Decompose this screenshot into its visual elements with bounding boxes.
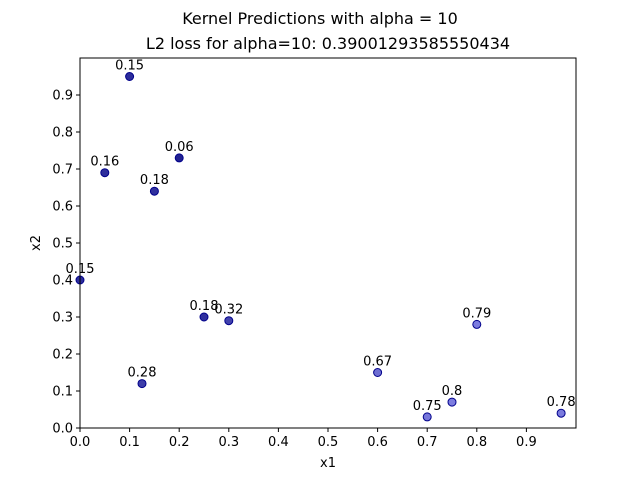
- scatter-point: [125, 72, 135, 81]
- scatter-point: [199, 312, 209, 322]
- scatter-point: [137, 379, 147, 389]
- y-tick-label: 0.8: [52, 126, 73, 141]
- y-tick-label: 0.2: [52, 348, 73, 363]
- point-value-label: 0.78: [547, 395, 576, 410]
- point-value-label: 0.18: [140, 173, 169, 188]
- y-tick-label: 0.3: [52, 311, 73, 326]
- scatter-point: [556, 408, 566, 418]
- point-value-label: 0.06: [165, 140, 194, 155]
- x-tick-label: 0.8: [466, 435, 487, 450]
- point-value-label: 0.79: [462, 306, 491, 321]
- x-tick-label: 0.6: [367, 435, 388, 450]
- scatter-point: [422, 412, 432, 422]
- x-tick-label: 0.9: [516, 435, 537, 450]
- scatter-point: [149, 186, 159, 196]
- x-tick-label: 0.3: [218, 435, 239, 450]
- x-tick-label: 0.5: [318, 435, 339, 450]
- scatter-point: [447, 397, 457, 407]
- x-axis-label: x1: [320, 456, 336, 471]
- x-tick-label: 0.1: [119, 435, 140, 450]
- plot-area-frame: [79, 57, 577, 429]
- chart-subtitle: L2 loss for alpha=10: 0.3900129358555043…: [146, 34, 510, 53]
- y-tick-label: 0.0: [52, 422, 73, 437]
- y-tick-label: 0.6: [52, 200, 73, 215]
- point-value-label: 0.15: [115, 59, 144, 74]
- x-tick-label: 0.7: [417, 435, 438, 450]
- x-tick-label: 0.2: [169, 435, 190, 450]
- point-value-label: 0.28: [128, 366, 157, 381]
- point-value-label: 0.18: [190, 299, 219, 314]
- point-value-label: 0.32: [214, 303, 243, 318]
- point-value-label: 0.75: [413, 399, 442, 414]
- scatter-point: [174, 153, 184, 163]
- y-axis-label: x2: [29, 235, 44, 251]
- x-tick-label: 0.0: [70, 435, 91, 450]
- x-tick-label: 0.4: [268, 435, 289, 450]
- point-value-label: 0.67: [363, 355, 392, 370]
- y-tick-label: 0.4: [52, 274, 73, 289]
- scatter-point: [472, 319, 482, 329]
- scatter-point: [100, 168, 110, 178]
- point-value-label: 0.8: [442, 384, 463, 399]
- y-tick-label: 0.5: [52, 237, 73, 252]
- point-value-label: 0.16: [90, 155, 119, 170]
- chart-title: Kernel Predictions with alpha = 10: [182, 9, 458, 28]
- y-tick-label: 0.1: [52, 385, 73, 400]
- y-tick-label: 0.9: [52, 89, 73, 104]
- scatter-point: [373, 368, 383, 377]
- y-tick-label: 0.7: [52, 163, 73, 178]
- scatter-point: [224, 316, 234, 326]
